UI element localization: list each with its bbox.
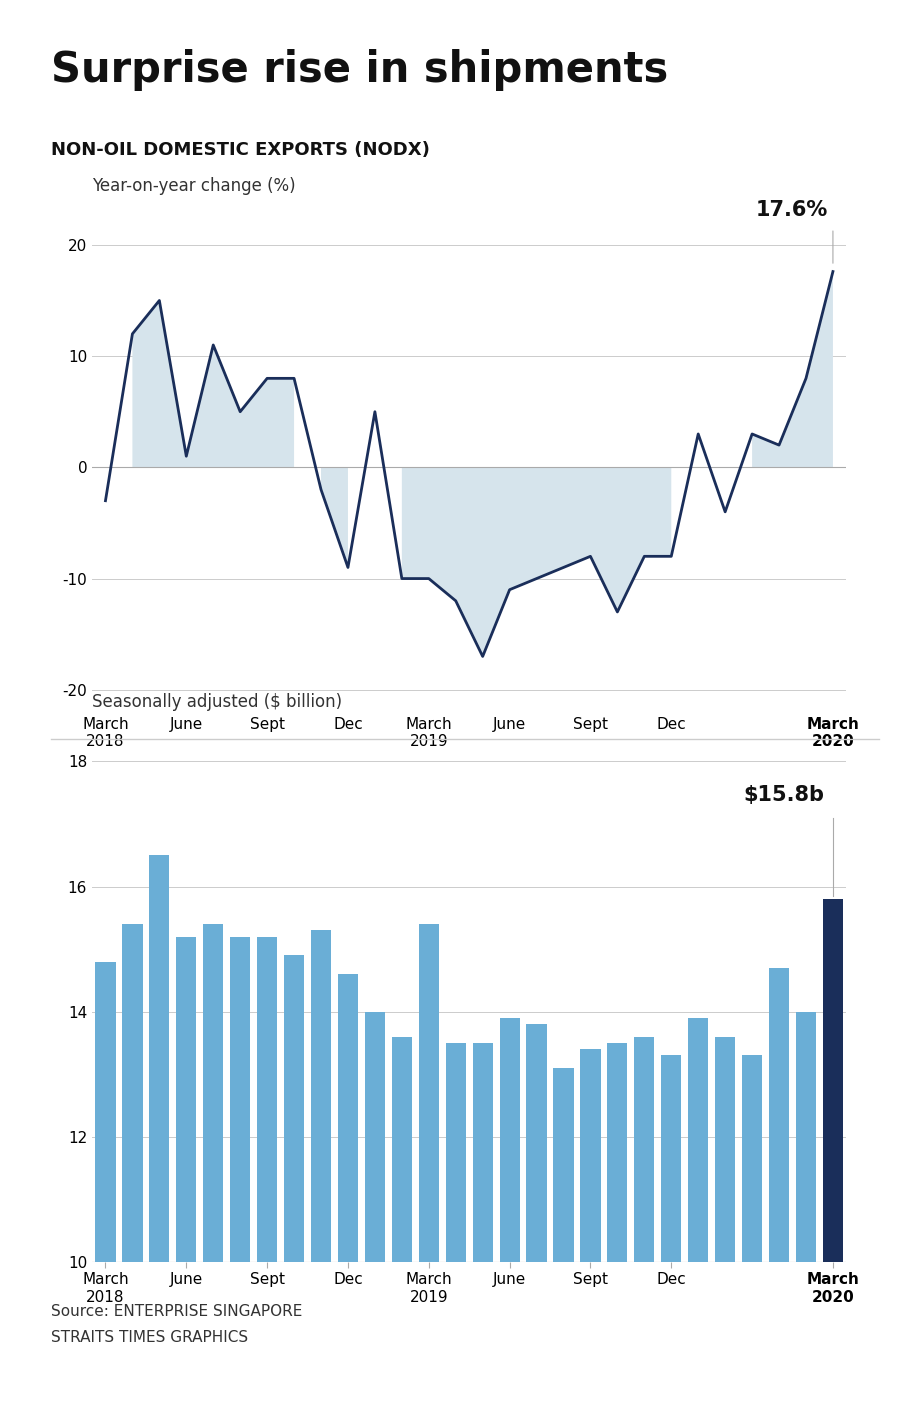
Text: Seasonally adjusted ($ billion): Seasonally adjusted ($ billion) bbox=[92, 694, 342, 711]
Text: Surprise rise in shipments: Surprise rise in shipments bbox=[51, 49, 667, 92]
Bar bbox=[149, 856, 169, 1410]
Bar bbox=[472, 1043, 493, 1410]
Bar bbox=[365, 1012, 384, 1410]
Bar bbox=[122, 924, 142, 1410]
Bar bbox=[256, 936, 277, 1410]
Bar bbox=[176, 936, 196, 1410]
Bar bbox=[337, 974, 357, 1410]
Bar bbox=[687, 1018, 708, 1410]
Bar bbox=[768, 967, 789, 1410]
Bar bbox=[391, 1036, 412, 1410]
Bar bbox=[553, 1067, 573, 1410]
Bar bbox=[607, 1043, 627, 1410]
Bar bbox=[96, 962, 116, 1410]
Bar bbox=[203, 924, 223, 1410]
Bar bbox=[311, 931, 331, 1410]
Bar bbox=[445, 1043, 465, 1410]
Bar bbox=[418, 924, 438, 1410]
Text: 17.6%: 17.6% bbox=[754, 200, 827, 220]
Text: $15.8b: $15.8b bbox=[743, 785, 824, 805]
Bar bbox=[284, 956, 304, 1410]
Bar bbox=[822, 900, 842, 1410]
Bar bbox=[526, 1024, 546, 1410]
Text: Source: ENTERPRISE SINGAPORE: Source: ENTERPRISE SINGAPORE bbox=[51, 1304, 301, 1320]
Text: Year-on-year change (%): Year-on-year change (%) bbox=[92, 176, 295, 195]
Bar bbox=[661, 1056, 681, 1410]
Bar bbox=[580, 1049, 600, 1410]
Text: NON-OIL DOMESTIC EXPORTS (NODX): NON-OIL DOMESTIC EXPORTS (NODX) bbox=[51, 141, 429, 159]
Bar bbox=[742, 1056, 761, 1410]
Bar bbox=[714, 1036, 734, 1410]
Bar bbox=[499, 1018, 519, 1410]
Bar bbox=[230, 936, 250, 1410]
Bar bbox=[795, 1012, 815, 1410]
Bar bbox=[633, 1036, 653, 1410]
Text: STRAITS TIMES GRAPHICS: STRAITS TIMES GRAPHICS bbox=[51, 1330, 247, 1345]
